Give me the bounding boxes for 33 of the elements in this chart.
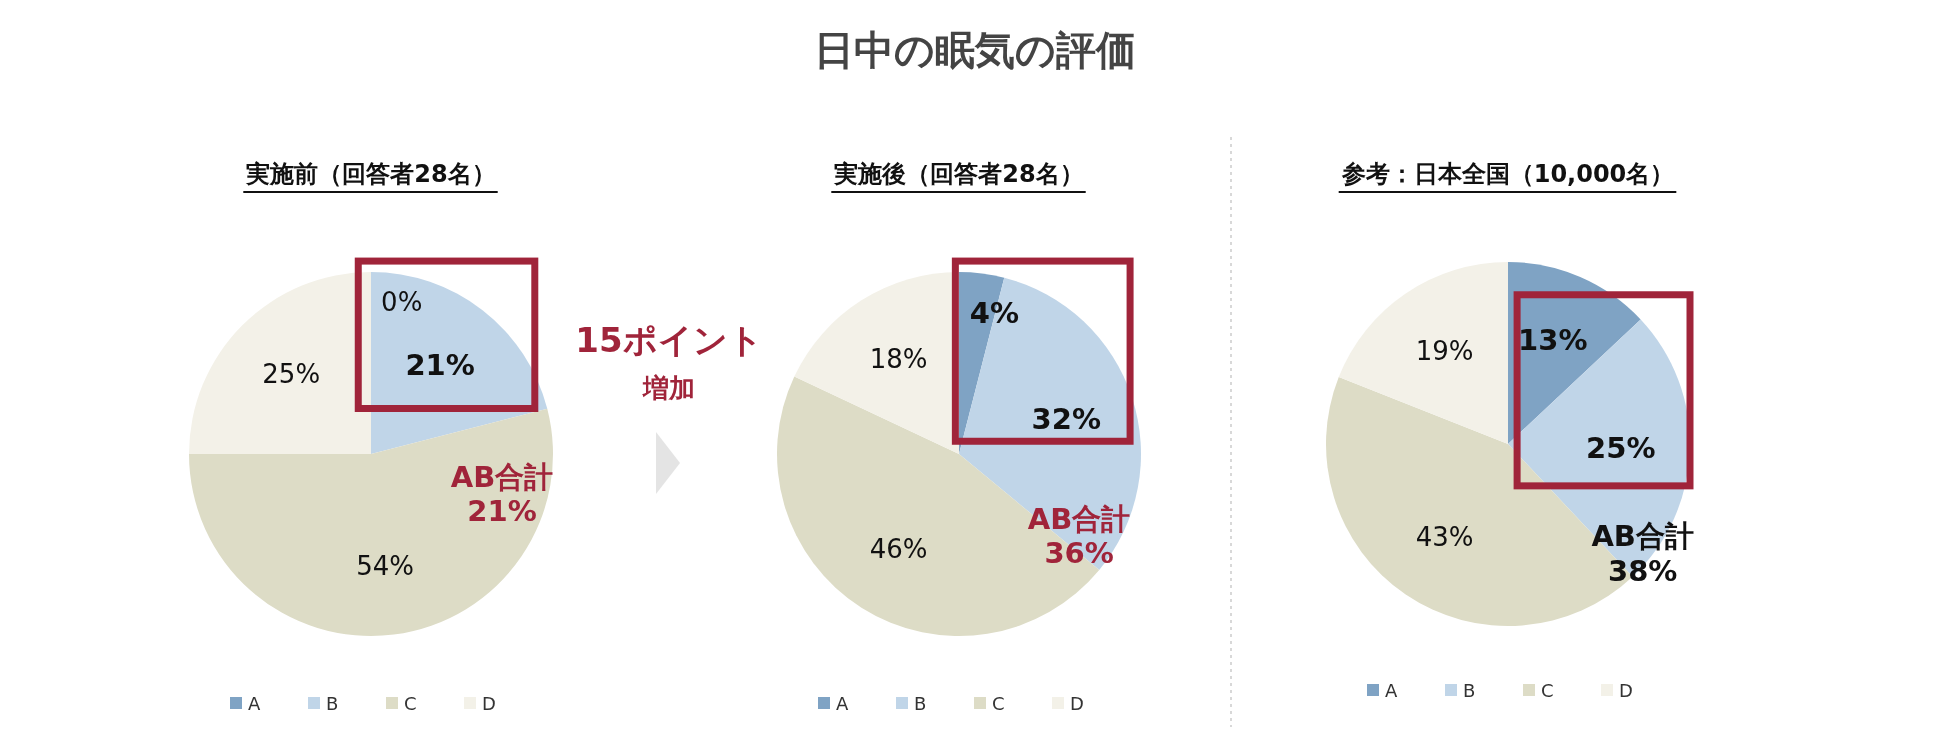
text: AB合計 21% bbox=[450, 459, 554, 529]
data-label: 32% bbox=[1031, 402, 1102, 437]
data-label: 46% bbox=[869, 534, 928, 565]
legend-label: A bbox=[248, 692, 261, 714]
data-label: 43% bbox=[1415, 522, 1474, 553]
data-label: 25% bbox=[1586, 430, 1656, 465]
data-label: 4% bbox=[969, 295, 1020, 330]
text: AB合計 36% bbox=[1027, 501, 1131, 571]
text: 日中の眠気の評価 bbox=[814, 27, 1136, 73]
legend-label: B bbox=[1463, 679, 1476, 701]
data-label: 18% bbox=[869, 343, 928, 374]
legend-label: D bbox=[1070, 692, 1084, 714]
data-label: 25% bbox=[262, 359, 321, 390]
text: 0% bbox=[381, 287, 423, 318]
legend-label: C bbox=[404, 692, 417, 714]
chart-title: 実施後（回答者28名） bbox=[833, 160, 1084, 188]
chart-title: 参考：日本全国（10,000名） bbox=[1340, 160, 1675, 188]
legend-label: D bbox=[482, 692, 496, 714]
data-label: 19% bbox=[1415, 335, 1474, 366]
data-label: 13% bbox=[1518, 323, 1588, 358]
text: AB合計 38% bbox=[1591, 518, 1694, 588]
legend-label: B bbox=[326, 692, 339, 714]
legend-label: B bbox=[914, 692, 927, 714]
legend-label: A bbox=[836, 692, 849, 714]
chart-title: 実施前（回答者28名） bbox=[245, 160, 496, 188]
legend-label: D bbox=[1619, 679, 1633, 701]
text: 15ポイント bbox=[575, 320, 763, 360]
legend-label: C bbox=[992, 692, 1005, 714]
text: 増加 bbox=[642, 373, 695, 403]
legend-label: A bbox=[1385, 679, 1398, 701]
legend-label: C bbox=[1541, 679, 1554, 701]
data-label: 54% bbox=[356, 550, 415, 581]
data-label: 21% bbox=[405, 347, 475, 382]
